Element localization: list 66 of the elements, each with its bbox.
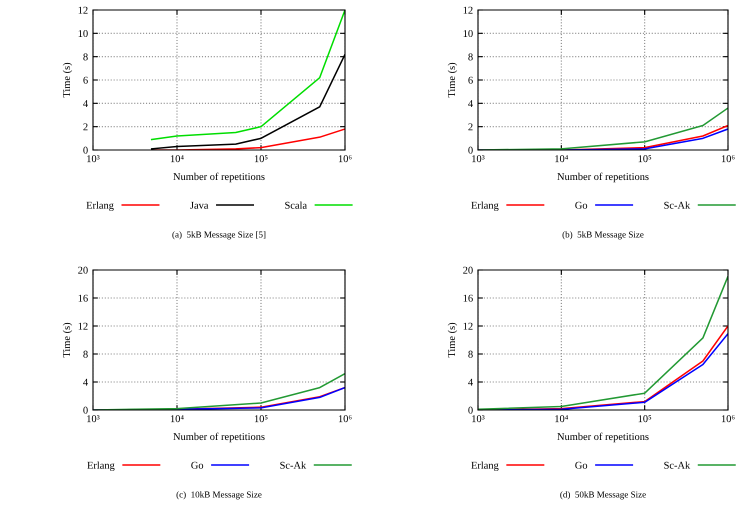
y-tick-label: 8 — [468, 53, 473, 60]
y-tick-label: 16 — [464, 294, 473, 302]
x-tick-label: 10⁶ — [338, 415, 352, 422]
y-axis-title: Time (s) — [62, 62, 72, 98]
y-tick-label: 12 — [464, 6, 473, 14]
legend-label: Java — [190, 202, 208, 209]
y-tick-label: 4 — [83, 378, 88, 386]
x-tick-label: 10⁵ — [638, 415, 652, 422]
y-axis-title: Time (s) — [448, 62, 458, 98]
y-tick-label: 20 — [463, 266, 473, 274]
x-tick-label: 10³ — [87, 415, 100, 422]
x-tick-label: 10⁴ — [555, 415, 568, 422]
legend-label: Erlang — [86, 201, 114, 211]
text: (c) 10kB Message Size — [176, 491, 262, 500]
legend-label: Erlang — [471, 201, 499, 211]
y-axis-title: Time (s) — [62, 322, 72, 358]
y-tick-label: 8 — [83, 53, 88, 60]
x-tick-label: 10⁶ — [338, 155, 352, 162]
legend-label: Go — [575, 202, 588, 209]
y-tick-label: 0 — [83, 146, 88, 154]
x-tick-label: 10⁴ — [170, 415, 184, 422]
legend-label: Go — [191, 462, 204, 469]
text: (a) 5kB Message Size [5] — [172, 231, 266, 240]
x-tick-label: 10⁴ — [170, 155, 184, 162]
legend-label: Sc-Ak — [664, 201, 690, 209]
x-tick-label: 10³ — [87, 155, 100, 162]
y-axis-title: Time (s) — [448, 322, 458, 358]
y-tick-label: 0 — [83, 406, 88, 414]
y-tick-label: 12 — [464, 322, 473, 330]
y-tick-label: 8 — [83, 350, 88, 358]
y-tick-label: 4 — [468, 378, 473, 386]
y-tick-label: 10 — [464, 30, 473, 38]
y-tick-label: 16 — [78, 294, 88, 302]
x-tick-label: 10⁴ — [555, 155, 568, 162]
legend-label: Scala — [285, 201, 307, 209]
text: (b) 5kB Message Size — [562, 231, 644, 240]
y-tick-label: 0 — [468, 406, 473, 414]
y-tick-label: 12 — [78, 6, 88, 14]
legend-label: Erlang — [87, 461, 115, 471]
legend-label: Sc-Ak — [280, 461, 306, 469]
text: (d) 50kB Message Size — [560, 491, 646, 500]
x-axis-title: Number of repetitions — [173, 432, 265, 442]
x-axis-title: Number of repetitions — [557, 172, 649, 182]
legend-label: Erlang — [471, 461, 499, 471]
y-tick-label: 2 — [468, 123, 473, 130]
x-axis-title: Number of repetitions — [173, 172, 265, 182]
y-tick-label: 10 — [78, 30, 88, 38]
legend-label: Go — [575, 462, 588, 469]
y-tick-label: 0 — [468, 146, 473, 154]
x-tick-label: 10³ — [472, 155, 485, 162]
x-tick-label: 10⁵ — [254, 155, 268, 162]
y-tick-label: 4 — [83, 100, 88, 107]
y-tick-label: 8 — [468, 350, 473, 358]
x-tick-label: 10⁵ — [254, 415, 268, 422]
x-tick-label: 10³ — [472, 415, 485, 422]
legend-label: Sc-Ak — [664, 461, 690, 469]
y-tick-label: 6 — [468, 76, 473, 84]
x-axis-title: Number of repetitions — [557, 432, 649, 442]
x-tick-label: 10⁶ — [722, 415, 735, 422]
y-tick-label: 6 — [83, 76, 88, 84]
y-tick-label: 12 — [78, 322, 88, 330]
y-tick-label: 20 — [78, 266, 88, 274]
y-tick-label: 4 — [468, 100, 473, 107]
x-tick-label: 10⁶ — [722, 155, 735, 162]
x-tick-label: 10⁵ — [638, 155, 652, 162]
y-tick-label: 2 — [83, 123, 88, 130]
